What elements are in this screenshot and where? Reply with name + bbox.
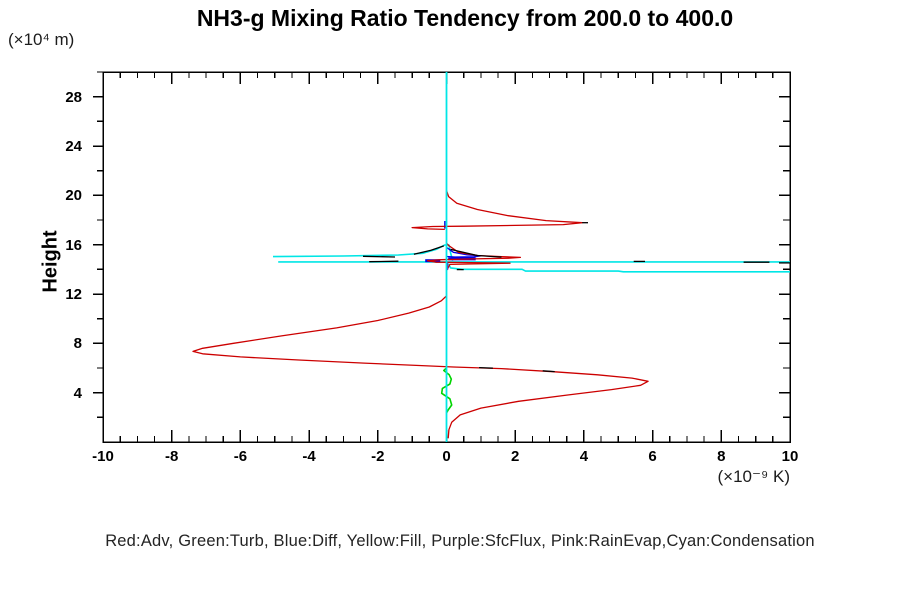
x-tick-label: -8	[165, 448, 179, 465]
y-tick-label: 20	[65, 187, 82, 205]
condensation-horizontals-curve	[272, 244, 454, 261]
condensation-horizontals-curve	[447, 263, 790, 273]
x-tick-label: -10	[92, 448, 114, 465]
x-tick-label: -2	[371, 448, 385, 465]
y-axis-unit-label: (×10⁴ m)	[8, 30, 75, 49]
y-tick-label: 24	[65, 138, 82, 155]
black-overlay-curve	[413, 245, 445, 255]
x-tick-label: 10	[781, 448, 799, 465]
black-overlay-curve	[362, 255, 396, 258]
y-tick-label: 16	[65, 236, 82, 254]
black-overlay-curve	[542, 370, 555, 373]
adv-curve	[411, 190, 583, 231]
x-tick-label: 2	[511, 448, 520, 465]
adv-curve	[192, 295, 649, 439]
legend-text: Red:Adv, Green:Turb, Blue:Diff, Yellow:F…	[105, 532, 815, 550]
black-overlay-curve	[479, 366, 493, 369]
y-tick-label: 4	[73, 384, 82, 402]
y-tick-label: 12	[65, 286, 82, 303]
black-overlay-curve	[369, 260, 399, 263]
chart-title: NH3-g Mixing Ratio Tendency from 200.0 t…	[196, 5, 734, 31]
x-tick-label: 8	[717, 448, 726, 465]
x-axis-unit-label: (×10⁻⁹ K)	[717, 467, 790, 486]
black-overlay-curve	[450, 248, 502, 258]
x-tick-label: 0	[442, 448, 451, 465]
y-tick-label: 8	[73, 335, 82, 353]
x-tick-label: -4	[302, 448, 316, 465]
y-tick-label: 28	[65, 88, 82, 106]
x-tick-label: 6	[648, 448, 657, 465]
x-tick-label: 4	[579, 448, 589, 465]
x-tick-label: -6	[233, 448, 248, 465]
